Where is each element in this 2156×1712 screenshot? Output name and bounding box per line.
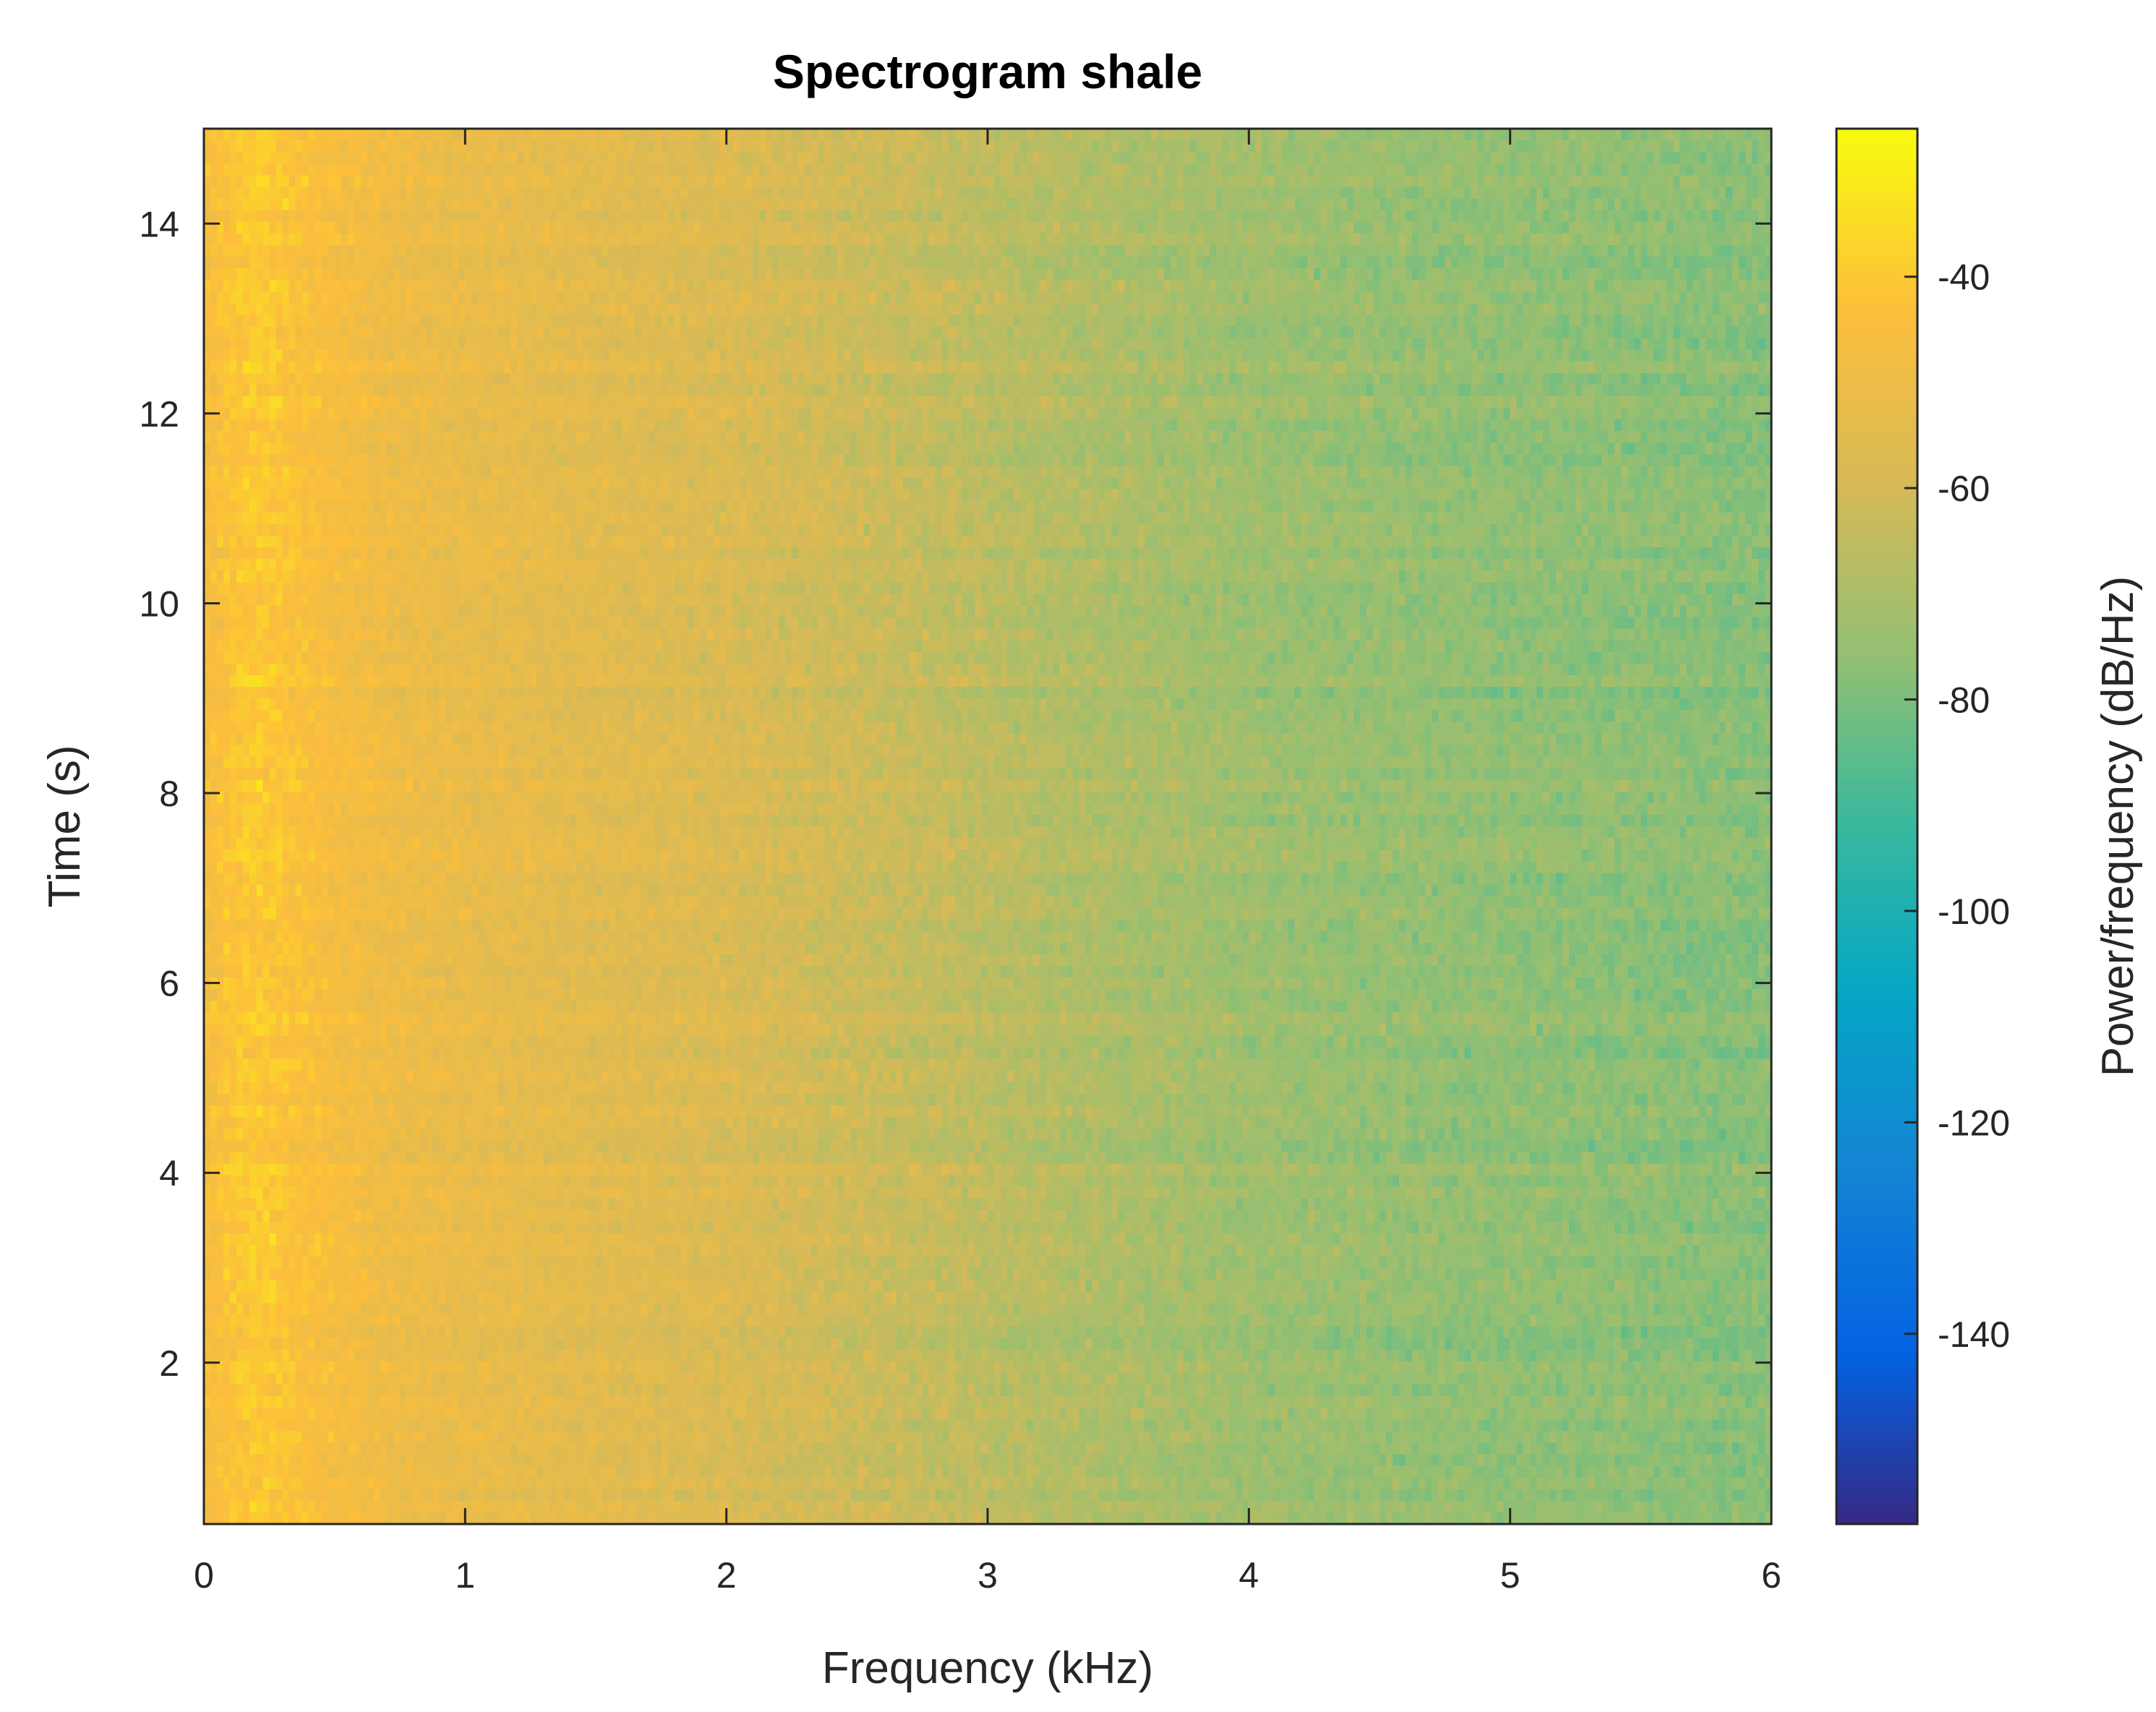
colorbar-tick-label: -140	[1938, 1314, 2010, 1355]
y-tick-label: 14	[139, 204, 179, 244]
x-tick-label: 2	[716, 1555, 737, 1596]
colorbar-frame	[1835, 127, 1919, 1525]
y-tick-label: 4	[159, 1153, 179, 1194]
colorbar-axis: -40 -60 -80 -100 -120 -140	[1904, 257, 2010, 1355]
y-tick-label: 2	[159, 1343, 179, 1384]
x-tick-label: 1	[455, 1555, 475, 1596]
y-axis: 2 4 6 8 10 12 14	[139, 204, 1771, 1384]
x-tick-label: 0	[194, 1555, 214, 1596]
x-axis-label: Frequency (kHz)	[822, 1643, 1153, 1693]
spectrogram-heatmap	[204, 129, 1771, 1524]
x-tick-label: 3	[978, 1555, 998, 1596]
colorbar-tick-label: -100	[1938, 891, 2010, 932]
colorbar-gradient	[1836, 129, 1917, 1524]
colorbar-label: Power/frequency (dB/Hz)	[2093, 576, 2143, 1077]
colorbar-tick-label: -40	[1938, 257, 1990, 298]
x-axis: 0 1 2 3 4 5 6	[194, 129, 1781, 1596]
y-axis-label: Time (s)	[40, 745, 90, 908]
x-tick-label: 6	[1761, 1555, 1781, 1596]
chart-title: Spectrogram shale	[773, 45, 1202, 98]
colorbar-tick-label: -60	[1938, 468, 1990, 509]
colorbar-tick-label: -80	[1938, 680, 1990, 721]
x-tick-label: 4	[1239, 1555, 1259, 1596]
colorbar-tick-label: -120	[1938, 1103, 2010, 1143]
y-tick-label: 12	[139, 394, 179, 435]
plot-frame	[202, 127, 1773, 1525]
x-tick-label: 5	[1500, 1555, 1520, 1596]
y-tick-label: 8	[159, 774, 179, 814]
y-tick-label: 10	[139, 583, 179, 624]
y-tick-label: 6	[159, 964, 179, 1004]
